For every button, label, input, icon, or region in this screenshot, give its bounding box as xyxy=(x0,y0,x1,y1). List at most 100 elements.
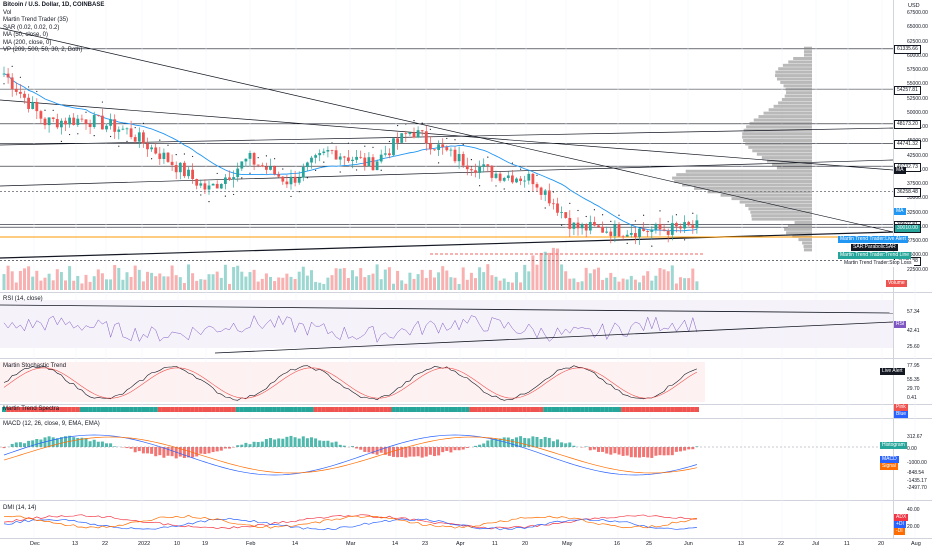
spectra-cell xyxy=(186,407,191,412)
candle-body xyxy=(535,184,539,188)
price-tick-label: 67500.00 xyxy=(907,10,928,17)
candle-body xyxy=(506,175,510,178)
spectra-cell xyxy=(432,407,437,412)
sar-dot xyxy=(167,144,169,146)
candle-body xyxy=(560,212,563,213)
macd-histogram-bar xyxy=(219,447,223,451)
dmi-tag: -DI xyxy=(894,528,905,535)
volume-bar xyxy=(461,267,465,290)
candle-body xyxy=(195,179,199,186)
volume-bar xyxy=(502,278,506,290)
volume-profile-bar xyxy=(685,169,812,173)
volume-bar xyxy=(674,283,678,290)
time-tick-label: 20 xyxy=(522,541,529,547)
indicator-sar[interactable]: SAR (0.02, 0.02, 0.2) xyxy=(3,24,60,31)
volume-bar xyxy=(572,278,576,290)
volume-bar xyxy=(195,280,199,290)
candle-body xyxy=(166,152,170,162)
volume-bar xyxy=(297,271,301,290)
sar-dot xyxy=(315,169,317,171)
volume-profile-bar xyxy=(739,200,812,204)
macd-histogram-bar xyxy=(617,447,621,455)
candle-body xyxy=(621,236,625,238)
spectra-cell xyxy=(645,407,650,412)
sar-dot xyxy=(200,194,202,196)
volume-bar xyxy=(166,276,170,290)
sar-dot xyxy=(364,145,366,147)
macd-histogram-bar xyxy=(100,441,104,447)
volume-bar xyxy=(314,281,318,290)
price-tag: 36258.48 xyxy=(894,188,921,198)
macd-histogram-bar xyxy=(449,447,453,453)
dmi-title[interactable]: DMI (14, 14) xyxy=(3,505,37,511)
sar-dot xyxy=(274,158,276,160)
volume-bar xyxy=(96,269,100,290)
rsi-title[interactable]: RSI (14, close) xyxy=(3,296,43,302)
spectra-cell xyxy=(424,407,429,412)
macd-histogram-bar xyxy=(424,447,428,457)
volume-profile-bar xyxy=(746,125,812,129)
spectra-cell xyxy=(84,407,89,412)
rsi-tick-label: 42.41 xyxy=(907,328,920,334)
volume-bar xyxy=(535,264,539,290)
macd-histogram-bar xyxy=(240,444,244,447)
sar-dot xyxy=(183,153,185,155)
volume-profile-bar xyxy=(766,159,812,163)
candle-body xyxy=(465,165,469,170)
volume-bar xyxy=(178,277,182,290)
volume-bar xyxy=(248,272,252,290)
indicator-ma200[interactable]: MA (200, close, 0) xyxy=(3,39,52,46)
volume-bar xyxy=(351,270,354,290)
spectra-cell xyxy=(88,407,93,412)
candle-body xyxy=(683,222,686,229)
spectra-cell xyxy=(407,407,412,412)
sar-dot xyxy=(602,214,604,216)
volume-bar xyxy=(55,269,59,290)
indicator-martin-trend-trader[interactable]: Martin Trend Trader (35) xyxy=(3,17,69,23)
macd-histogram-bar xyxy=(338,444,342,447)
candle-body xyxy=(634,233,637,238)
sar-dot xyxy=(438,162,440,164)
volume-bar xyxy=(191,273,195,290)
macd-tick-label: -848.54 xyxy=(907,470,924,476)
spectra-cell xyxy=(252,407,257,412)
stoch-title[interactable]: Martin Stochastic Trend xyxy=(3,363,67,369)
macd-histogram-bar xyxy=(633,447,637,458)
candle-body xyxy=(359,156,363,158)
spectra-cell xyxy=(260,407,265,412)
volume-bar xyxy=(654,275,658,290)
candle-body xyxy=(629,233,633,235)
indicator-vol[interactable]: Vol xyxy=(3,9,12,16)
spectra-cell xyxy=(567,407,572,412)
volume-bar xyxy=(650,280,654,290)
volume-profile-bar xyxy=(674,180,812,184)
volume-bar xyxy=(560,264,564,290)
volume-profile-bar xyxy=(786,91,812,95)
sar-dot xyxy=(397,124,399,127)
candle-body xyxy=(441,144,445,148)
time-tick-label: 19 xyxy=(202,541,209,547)
macd-histogram-bar xyxy=(59,437,63,447)
sar-dot xyxy=(110,135,112,138)
indicator-ma50[interactable]: MA (50, close, 0) xyxy=(3,32,49,38)
volume-profile-bar xyxy=(756,152,812,156)
macd-title[interactable]: MACD (12, 26, close, 9, EMA, EMA) xyxy=(3,421,100,427)
sar-dot xyxy=(675,214,678,216)
macd-histogram-bar xyxy=(539,439,543,447)
macd-histogram-bar xyxy=(642,447,646,458)
candle-body xyxy=(215,183,219,189)
spectra-cell xyxy=(371,407,376,412)
trend-line xyxy=(0,127,894,146)
volume-profile-bar xyxy=(768,108,812,112)
sar-dot xyxy=(462,144,464,146)
candle-body xyxy=(27,97,30,109)
trend-line xyxy=(0,27,894,233)
symbol-title[interactable]: Bitcoin / U.S. Dollar, 1D, COINBASE xyxy=(3,2,105,8)
volume-profile-bar xyxy=(763,111,812,115)
spectra-cell xyxy=(366,407,371,412)
sar-dot xyxy=(151,158,153,160)
currency-label[interactable]: USD xyxy=(908,3,920,9)
indicator-vp[interactable]: VP (209, 500, 50, 30, 2, Both) xyxy=(3,47,83,53)
spectra-title[interactable]: Martin Trend Spectra xyxy=(3,406,60,412)
